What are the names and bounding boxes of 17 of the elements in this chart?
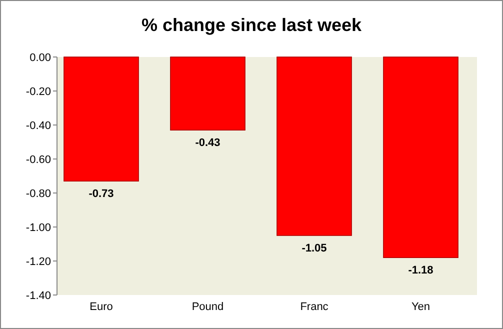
y-tick-label: -1.40 — [26, 290, 51, 302]
data-label: -0.73 — [88, 188, 114, 200]
y-tick-label: -0.80 — [26, 188, 51, 200]
y-tick-label: -1.20 — [26, 256, 51, 268]
data-label: -1.18 — [408, 264, 434, 277]
x-tick-label: Franc — [300, 301, 329, 313]
data-label: -0.43 — [195, 137, 220, 150]
x-tick-label: Pound — [192, 301, 224, 313]
y-tick-label: 0.00 — [30, 52, 51, 64]
y-tick-label: -0.60 — [26, 154, 51, 166]
y-tick-label: -1.00 — [26, 222, 51, 234]
y-tick-label: -0.20 — [26, 86, 51, 98]
y-tick-label: -0.40 — [26, 120, 51, 132]
data-label: -1.05 — [302, 242, 327, 254]
x-tick-label: Yen — [411, 301, 430, 313]
chart-title: % change since last week — [141, 15, 363, 35]
x-tick-label: Euro — [90, 301, 113, 313]
